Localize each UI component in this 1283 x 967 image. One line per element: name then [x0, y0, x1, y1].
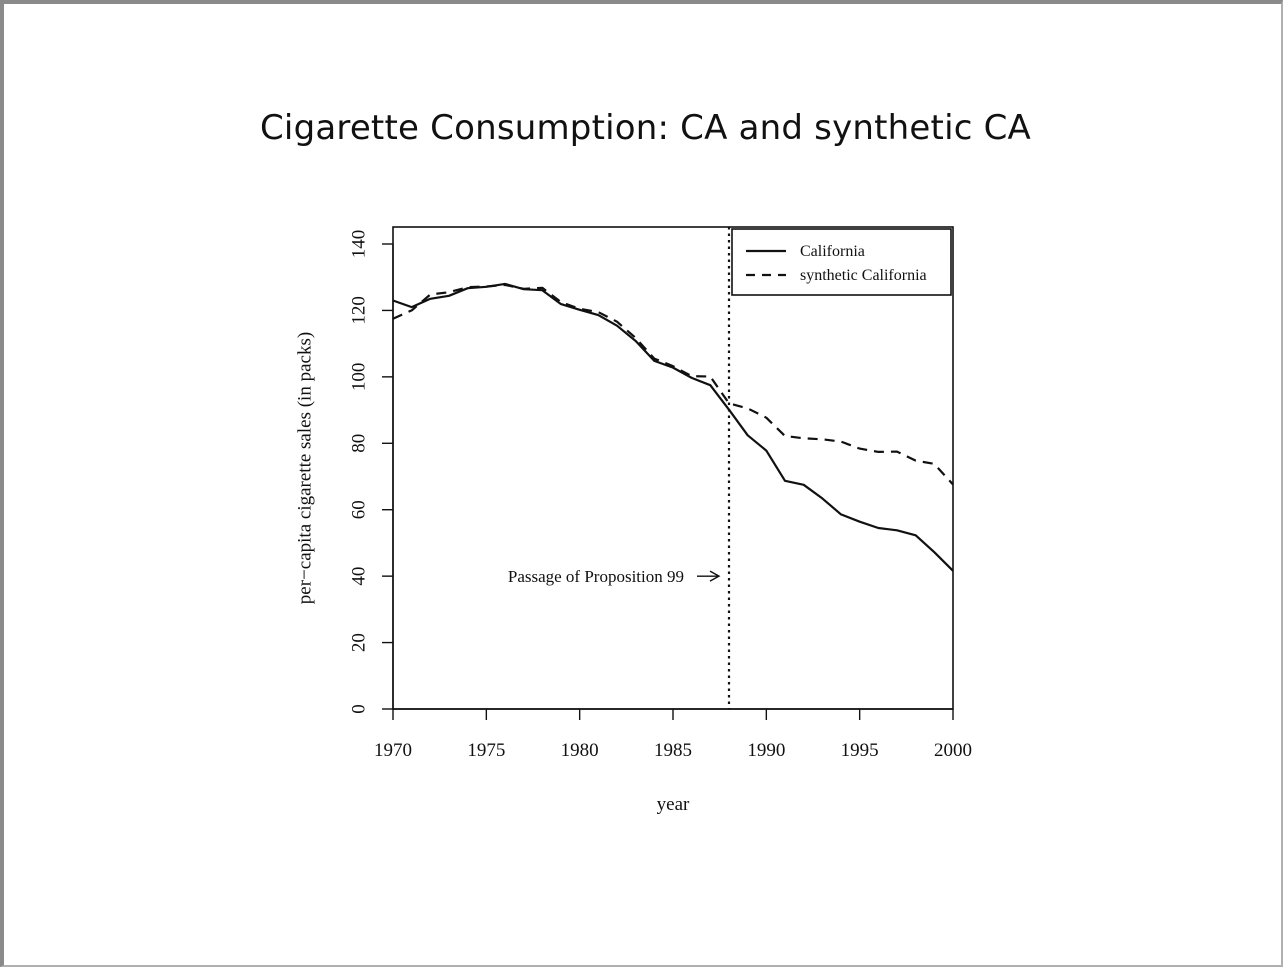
y-tick-label: 80 [348, 434, 369, 453]
y-tick-label: 60 [348, 500, 369, 519]
series-line-synthetic-california [392, 283, 954, 486]
x-tick-label: 2000 [934, 740, 972, 761]
y-tick-label: 40 [348, 567, 369, 586]
annotation-arrow-head [709, 570, 721, 582]
y-tick-label: 0 [348, 704, 369, 714]
slide-title: Cigarette Consumption: CA and synthetic … [259, 108, 1032, 148]
y-tick-label: 140 [348, 230, 369, 259]
x-tick-label: 1970 [374, 740, 412, 761]
x-tick-label: 1975 [467, 740, 505, 761]
x-tick-label: 1980 [561, 740, 599, 761]
y-tick-label: 20 [348, 633, 369, 652]
x-tick-label: 1995 [841, 740, 879, 761]
x-tick-label: 1990 [747, 740, 785, 761]
y-axis-title: per−capita cigarette sales (in packs) [294, 332, 315, 604]
legend-box [731, 228, 952, 296]
y-tick-label: 100 [348, 363, 369, 392]
y-tick-label: 120 [348, 296, 369, 325]
legend-label: synthetic California [800, 267, 927, 284]
x-tick-label: 1985 [654, 740, 692, 761]
plot-frame [392, 226, 954, 710]
x-axis-title: year [657, 794, 690, 815]
series-line-california [392, 282, 954, 572]
legend-label: California [800, 243, 865, 260]
annotation-label: Passage of Proposition 99 [508, 567, 684, 586]
